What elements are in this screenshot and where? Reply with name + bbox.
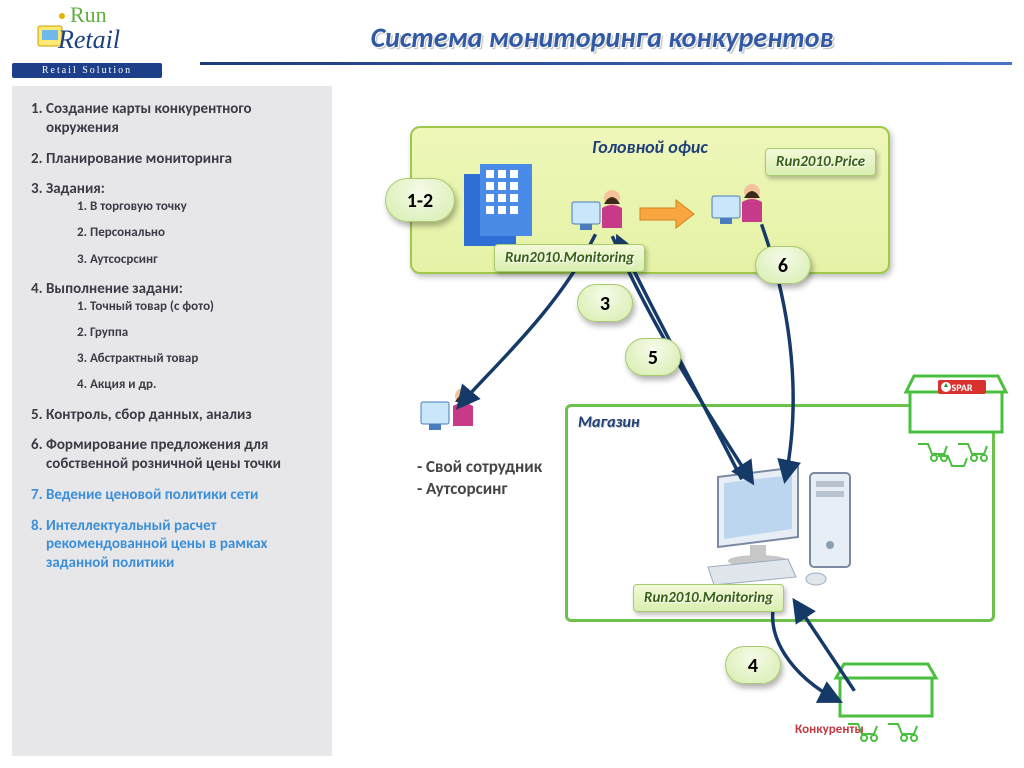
sidebar-item-5: Контроль, сбор данных, анализ: [46, 406, 322, 425]
tag-price: Run2010.Price: [765, 148, 876, 176]
competitors-label: Конкуренты: [795, 722, 864, 737]
logo: Run Retail Retail Solution: [12, 4, 162, 78]
building-icon: [464, 164, 532, 246]
page-title: Система мониторинга конкурентов: [200, 20, 1004, 55]
pill-6: 6: [755, 246, 811, 284]
spar-label: SPAR: [951, 381, 972, 394]
sidebar-item-1: Создание карты конкурентного окружения: [46, 100, 322, 138]
sidebar-item-4: Выполнение задани: Точный товар (с фото)…: [46, 280, 322, 394]
sidebar-item-3-label: Задания:: [46, 180, 105, 198]
sidebar-item-4-3: Абстрактный товар: [90, 351, 322, 367]
caption-own-employee: - Свой сотрудник: [417, 456, 542, 477]
sidebar-item-4-4: Акция и др.: [90, 377, 322, 393]
competitor-store-icon: [830, 652, 950, 752]
pill-4: 4: [725, 646, 781, 684]
sidebar-item-7: Ведение ценовой политики сети: [46, 486, 322, 505]
pill-3: 3: [577, 284, 633, 322]
sidebar-item-3: Задания: В торговую точку Персонально Ау…: [46, 180, 322, 268]
spar-store-icon: SPAR: [900, 362, 1020, 472]
diagram-area: Головной офис: [345, 86, 1014, 758]
pill-5: 5: [625, 338, 681, 376]
operator-1-icon: [572, 190, 622, 230]
title-underline: [200, 62, 1012, 65]
logo-svg: Run Retail: [12, 4, 162, 56]
logo-bottom-text: Retail: [57, 25, 120, 54]
sidebar-item-6: Формирование предложения для собственной…: [46, 436, 322, 474]
orange-arrow-icon: [640, 200, 694, 228]
sidebar-item-4-2: Группа: [90, 325, 322, 341]
tag-monitoring-office: Run2010.Monitoring: [494, 244, 645, 272]
sidebar-item-4-1: Точный товар (с фото): [90, 299, 322, 315]
tag-monitoring-store: Run2010.Monitoring: [633, 584, 784, 612]
caption-outsourcing: - Аутсорсинг: [417, 478, 507, 499]
sidebar-item-8: Интеллектуальный расчет рекомендованной …: [46, 517, 322, 573]
sidebar: Создание карты конкурентного окружения П…: [12, 86, 332, 756]
sidebar-item-2: Планирование мониторинга: [46, 150, 322, 169]
own-employee-icon: [417, 382, 487, 452]
sidebar-item-4-label: Выполнение задани:: [46, 280, 183, 298]
logo-strip: Retail Solution: [12, 63, 162, 78]
logo-top-text: Run: [70, 4, 107, 27]
operator-2-icon: [712, 184, 762, 224]
sidebar-item-3-1: В торговую точку: [90, 199, 322, 215]
sidebar-item-3-3: Аутсосрсинг: [90, 252, 322, 268]
pill-1-2: 1-2: [385, 178, 455, 222]
sidebar-item-3-2: Персонально: [90, 225, 322, 241]
sidebar-list: Создание карты конкурентного окружения П…: [46, 100, 322, 573]
